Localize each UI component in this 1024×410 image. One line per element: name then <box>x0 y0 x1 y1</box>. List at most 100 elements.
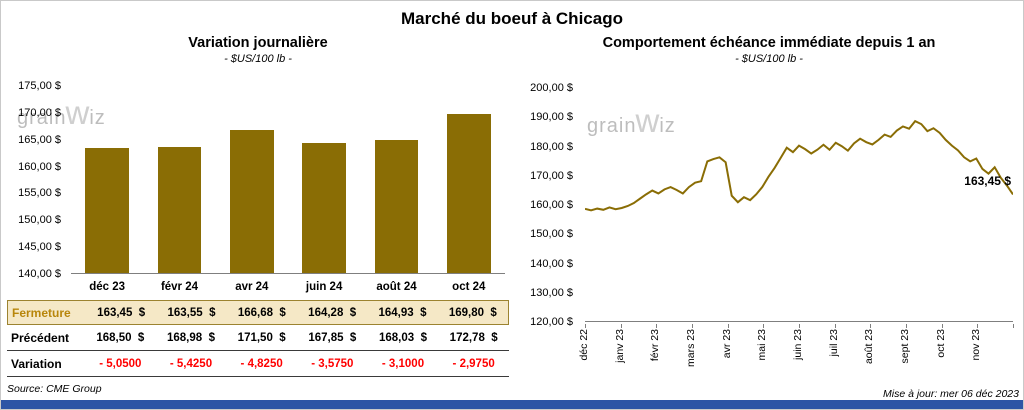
x-axis-tick <box>834 324 836 328</box>
bar-chart-subtitle: - $US/100 lb - <box>224 53 292 65</box>
watermark-w-glyph: w <box>635 102 661 139</box>
y-axis-label: 160,00 $ <box>530 199 573 211</box>
watermark-w-glyph: w <box>65 94 91 131</box>
price-table: Fermeture 163,45 $ 163,55 $ 166,68 $ 164,28 … <box>7 300 509 377</box>
watermark-text: grain <box>587 115 637 137</box>
y-axis-label: 150,00 $ <box>18 214 61 227</box>
table-cell: - 5,0500 <box>99 357 142 370</box>
daily-variation-panel: Variation journalière - $US/100 lb - gra… <box>7 35 509 395</box>
table-cell: 168,50 $ <box>96 331 145 344</box>
category-label: juin 24 <box>305 281 343 293</box>
table-cell: 169,80 $ <box>448 306 497 319</box>
x-axis-label: mai 23 <box>756 329 769 361</box>
x-axis-tick <box>870 324 872 328</box>
category-label: oct 24 <box>452 281 486 293</box>
x-axis-tick <box>763 324 765 328</box>
line-x-labels: déc 22 janv 23 févr 23 mars 23 avr 23 mai 23 j… <box>578 324 1014 384</box>
bar-x-labels: déc 23 févr 24 avr 24 juin 24 août 24 oct 24 <box>71 276 505 298</box>
category-label: août 24 <box>376 281 417 293</box>
last-price-label: 163,45 $ <box>964 174 1011 189</box>
bar-slot <box>433 86 505 273</box>
table-cell: 168,98 $ <box>167 331 215 344</box>
y-axis-label: 140,00 $ <box>18 268 61 280</box>
table-row-fermeture: Fermeture 163,45 $ 163,55 $ 166,68 $ 164,28 … <box>7 300 509 325</box>
row-label: Variation <box>11 356 62 371</box>
bar <box>447 113 491 273</box>
table-cell: - 5,4250 <box>169 357 213 370</box>
bar <box>157 147 202 273</box>
x-axis-label: févr 23 <box>649 329 662 362</box>
bar-slot <box>143 86 215 273</box>
category-label: févr 24 <box>160 281 199 293</box>
watermark-text: iz <box>89 107 106 129</box>
price-line <box>585 121 1013 210</box>
page-title: Marché du boeuf à Chicago <box>401 9 623 28</box>
x-axis-label: oct 23 <box>934 329 947 358</box>
table-cell: - 3,1000 <box>381 357 425 370</box>
y-axis-label: 155,00 $ <box>18 187 61 200</box>
table-cell: 163,55 $ <box>167 306 216 319</box>
category-label: déc 23 <box>89 281 126 293</box>
table-cell: - 2,9750 <box>452 357 495 370</box>
bar <box>85 147 129 273</box>
bar <box>302 143 346 273</box>
table-cell: - 4,8250 <box>240 357 283 370</box>
row-label: Précédent <box>11 330 70 345</box>
bar-chart-title: Variation journalière <box>188 35 328 51</box>
table-cell: 171,50 $ <box>237 331 286 344</box>
x-axis-tick <box>1013 324 1014 328</box>
table-cell: 164,93 $ <box>378 306 427 319</box>
footer-bar <box>1 400 1023 409</box>
y-axis-label: 170,00 $ <box>530 169 573 182</box>
bar-chart: grainwiz 175,00 $ 170,00 $ 165,00 $ 160,00 … <box>7 72 509 298</box>
y-axis-label: 165,00 $ <box>18 133 61 146</box>
line-plot: 163,45 $ <box>585 88 1013 322</box>
bar-slot <box>360 86 432 273</box>
y-axis-label: 160,00 $ <box>18 160 61 173</box>
x-axis-label: nov 23 <box>970 329 983 361</box>
line-chart: grainwiz 200,00 $ 190,00 $ 180,00 $ 170,00 … <box>519 72 1019 384</box>
x-axis-tick <box>977 324 979 328</box>
source-note: Source: CME Group <box>7 383 102 395</box>
y-axis-label: 190,00 $ <box>530 111 573 124</box>
x-axis-tick <box>727 324 729 328</box>
table-cell: 166,68 $ <box>237 306 286 319</box>
table-cell: 164,28 $ <box>308 306 357 319</box>
bar-slot <box>288 86 360 273</box>
y-axis-label: 175,00 $ <box>18 80 61 92</box>
x-axis-tick <box>941 324 943 328</box>
x-axis-label: mars 23 <box>685 329 697 367</box>
x-axis-label: juil 23 <box>827 329 840 357</box>
bar <box>374 139 419 273</box>
x-axis-tick <box>906 324 907 328</box>
bar-slot <box>71 86 143 273</box>
y-axis-label: 200,00 $ <box>530 82 573 94</box>
watermark-text: iz <box>659 115 676 137</box>
grainwiz-watermark: grainwiz <box>587 102 676 140</box>
y-axis-label: 140,00 $ <box>530 257 573 270</box>
bar-slot <box>216 86 288 273</box>
x-axis-label: janv 23 <box>613 329 626 363</box>
line-chart-subtitle: - $US/100 lb - <box>735 53 803 65</box>
y-axis-label: 180,00 $ <box>530 140 573 153</box>
table-cell: 163,45 $ <box>97 306 146 319</box>
line-y-axis: 200,00 $ 190,00 $ 180,00 $ 170,00 $ 160,00 $… <box>519 82 577 328</box>
table-row-variation: Variation - 5,0500 - 5,4250 - 4,8250 - 3,575… <box>7 351 509 377</box>
table-cell: 172,78 $ <box>449 331 498 344</box>
y-axis-label: 120,00 $ <box>530 316 573 328</box>
row-label: Fermeture <box>12 305 71 320</box>
line-chart-title: Comportement échéance immédiate depuis 1… <box>602 35 936 51</box>
x-axis-tick <box>620 324 622 328</box>
bar <box>230 130 274 273</box>
x-axis-tick <box>692 324 693 328</box>
table-cell: 168,03 $ <box>379 331 427 344</box>
x-axis-label: juin 23 <box>792 329 804 360</box>
x-axis-tick <box>799 324 800 328</box>
table-cell: - 3,5750 <box>311 357 354 370</box>
y-axis-label: 145,00 $ <box>18 241 61 254</box>
watermark-text: grain <box>17 107 67 129</box>
x-axis-label: sept 23 <box>899 329 911 364</box>
y-axis-label: 170,00 $ <box>18 106 61 119</box>
grainwiz-watermark: grainwiz <box>17 94 106 132</box>
